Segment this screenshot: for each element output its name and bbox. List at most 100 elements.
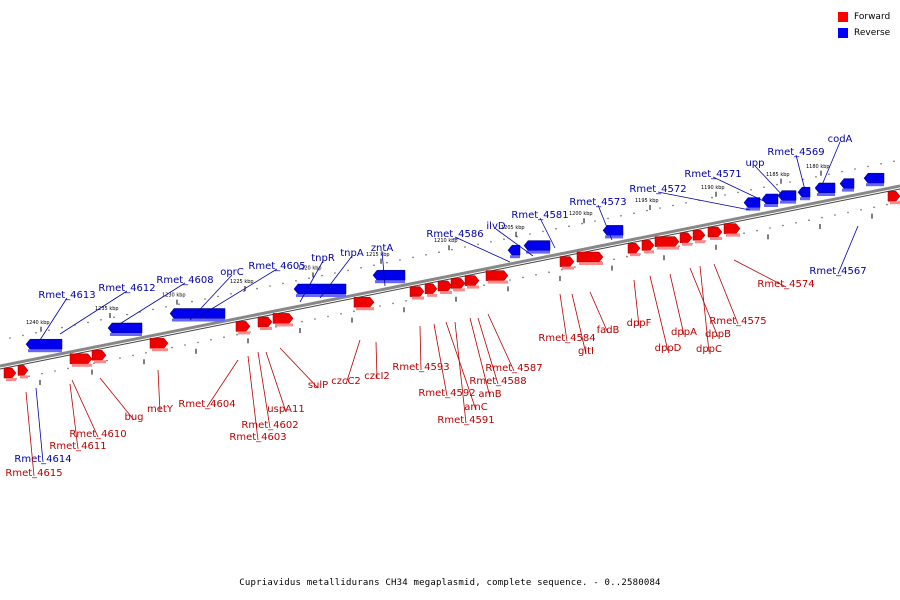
ruler-dot: [854, 168, 856, 170]
gene-ilvd-shade: [526, 250, 550, 254]
label-rmet_4602-leader: [257, 351, 271, 429]
label-rmet_4605-leader: [199, 268, 278, 317]
ruler-dot: [197, 341, 199, 344]
label-rmet_4591: Rmet_4591: [437, 415, 494, 426]
label-rmet_4574: Rmet_4574: [757, 279, 814, 290]
ruler-dot: [893, 160, 895, 162]
ruler-dot: [568, 225, 570, 227]
label-rmet_4572: Rmet_4572: [629, 184, 686, 195]
gene-glti-shade: [562, 266, 574, 270]
tick-label: 1235 kbp: [95, 306, 119, 312]
gene-dppc: [692, 229, 706, 241]
gene-rmet_4572: [743, 197, 761, 208]
ruler-dot: [483, 284, 485, 287]
ruler-dot: [425, 254, 427, 256]
ruler-dot: [451, 248, 453, 251]
gene-dppb: [679, 232, 693, 244]
ruler-dot: [522, 276, 524, 279]
gene-rmet_4567b-shade: [866, 183, 884, 187]
gene-rmet_4602-shade: [260, 327, 272, 330]
label-rmet_4581-leader: [539, 217, 556, 249]
ruler-dot: [509, 279, 511, 281]
ruler-dot: [464, 246, 466, 248]
gene-dppf: [627, 242, 641, 254]
label-rmet_4592: Rmet_4592: [418, 388, 475, 399]
tick-label: 1180 kbp: [806, 164, 830, 170]
label-rmet_4569-leader: [795, 154, 806, 191]
ruler-dot: [152, 308, 154, 311]
label-rmet_4611: Rmet_4611: [49, 441, 106, 452]
label-dppf-leader: [633, 279, 640, 327]
ruler-dot: [223, 336, 225, 339]
label-rmet_4587-leader: [487, 313, 515, 372]
label-upp: upp: [745, 158, 764, 169]
ruler-dot: [379, 305, 381, 307]
gene-dppb-shade: [682, 242, 692, 246]
ruler-dot: [821, 216, 823, 219]
ruler-dot: [178, 303, 180, 306]
label-rmet_4604: Rmet_4604: [178, 399, 235, 410]
ruler-dot: [828, 173, 830, 175]
label-upp-leader: [754, 165, 786, 199]
label-rmet_4610-leader: [71, 379, 99, 438]
label-rmet_4605: Rmet_4605: [248, 261, 305, 272]
ruler-dot: [100, 319, 102, 321]
label-rmet_4592-leader: [433, 323, 448, 397]
label-ilvd-leader: [495, 228, 534, 257]
tick-label: 1240 kbp: [26, 320, 50, 326]
gene-rmet_4592: [424, 283, 438, 295]
reverse-swatch: [838, 28, 848, 38]
label-rmet_4575-leader: [713, 263, 739, 325]
gene-rmet_4593: [409, 286, 425, 297]
ruler-dot: [620, 215, 622, 217]
ruler-dot: [126, 313, 128, 316]
ruler-dot: [860, 209, 862, 211]
ruler-dot: [880, 163, 882, 165]
label-arnb-leader: [469, 317, 491, 398]
gene-arnc-shade: [440, 291, 452, 294]
label-dppd: dppD: [655, 343, 682, 354]
gene-coda-shade: [817, 193, 835, 196]
label-rmet_4573-leader: [597, 204, 613, 241]
ruler-dot: [340, 313, 342, 315]
gene-uspa11-shade: [275, 323, 293, 327]
ruler-dot: [477, 243, 479, 246]
label-rmet_4602: Rmet_4602: [241, 420, 298, 431]
ruler-dot: [210, 339, 212, 341]
tick-label: 1215 kbp: [366, 252, 390, 258]
ruler-dot: [659, 207, 661, 209]
gene-rmet_4575: [707, 226, 723, 238]
gene-rmet_4613-shade: [28, 349, 62, 353]
ruler-dot: [386, 261, 388, 264]
label-rmet_4587: Rmet_4587: [485, 363, 542, 374]
ruler-dot: [834, 214, 836, 216]
ruler-dot: [613, 258, 615, 261]
label-oprc-leader: [189, 274, 233, 321]
ruler-dot: [204, 298, 206, 300]
ruler-dot: [847, 211, 849, 214]
label-rmet_4574-leader: [733, 259, 787, 288]
label-mety: metY: [147, 404, 174, 415]
ruler-dot: [743, 232, 745, 234]
ruler-dot: [789, 181, 791, 183]
gene-rmet_4591-shade: [453, 288, 465, 292]
gene-rmet_4615: [3, 367, 17, 379]
gene-rmet_4575-shade: [710, 237, 722, 240]
ruler-dot: [529, 233, 531, 235]
tick-label: 1185 kbp: [766, 172, 790, 178]
gene-edge-shade: [890, 201, 900, 205]
label-rmet_4614-leader: [35, 387, 44, 463]
gene-arnb: [464, 275, 480, 286]
label-rmet_4615: Rmet_4615: [5, 468, 62, 479]
label-dppf: dppF: [627, 318, 652, 329]
label-uspa11-leader: [265, 351, 287, 413]
label-tnpa: tnpA: [340, 248, 364, 259]
ruler-dot: [776, 183, 778, 186]
ruler-dot: [54, 370, 56, 372]
label-glti-leader: [571, 293, 587, 355]
label-rmet_4572-leader: [657, 191, 751, 211]
ruler-dot: [405, 300, 407, 302]
gene-rmet_4586: [507, 244, 521, 256]
ruler-dot: [711, 196, 713, 199]
